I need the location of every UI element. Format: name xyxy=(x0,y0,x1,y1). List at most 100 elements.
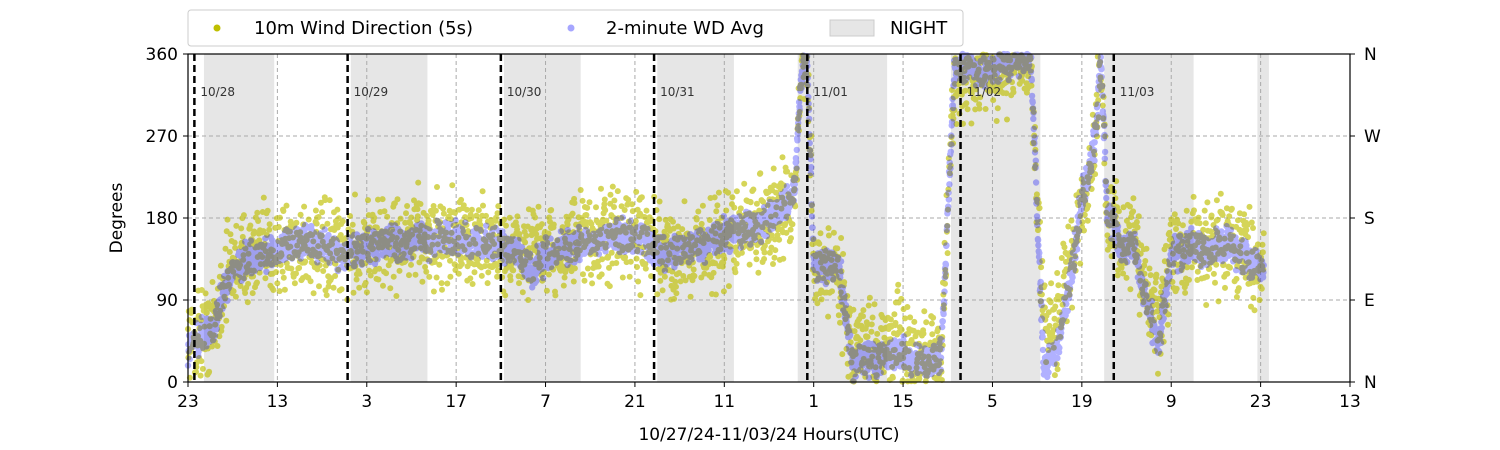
data-point xyxy=(1166,229,1173,236)
data-point xyxy=(632,222,639,229)
data-point xyxy=(838,235,845,241)
data-point xyxy=(448,229,455,236)
data-point xyxy=(1222,284,1228,291)
data-point xyxy=(670,218,676,225)
data-point xyxy=(1235,217,1241,224)
data-point xyxy=(719,237,726,244)
data-point xyxy=(570,278,577,285)
data-point xyxy=(223,317,230,324)
data-point xyxy=(522,239,529,246)
data-point xyxy=(260,194,267,201)
data-point xyxy=(329,255,336,262)
data-point xyxy=(578,232,585,238)
data-point xyxy=(1204,273,1210,280)
data-point xyxy=(358,243,365,250)
data-point xyxy=(414,206,421,213)
data-point xyxy=(350,289,357,296)
data-point xyxy=(330,284,337,291)
data-point xyxy=(352,191,358,198)
data-point xyxy=(753,249,760,256)
data-point xyxy=(338,286,345,293)
data-point xyxy=(816,240,823,247)
data-point xyxy=(455,234,462,241)
data-point xyxy=(660,233,667,241)
data-point xyxy=(219,275,226,282)
data-point xyxy=(435,220,443,227)
data-point xyxy=(316,262,323,269)
data-point xyxy=(518,244,526,251)
data-point xyxy=(429,241,436,248)
data-point xyxy=(632,218,639,225)
data-point xyxy=(625,196,632,203)
data-point xyxy=(515,236,522,244)
data-point xyxy=(603,217,610,224)
data-point xyxy=(198,358,205,365)
data-point xyxy=(422,248,429,255)
data-point xyxy=(393,240,399,247)
data-point xyxy=(307,278,314,285)
data-point xyxy=(561,245,568,252)
data-point xyxy=(898,326,905,333)
data-point xyxy=(1186,276,1192,283)
data-point xyxy=(606,222,613,229)
data-point xyxy=(240,275,247,282)
data-point xyxy=(275,224,282,230)
data-point xyxy=(316,250,323,257)
data-point xyxy=(637,292,644,299)
data-point xyxy=(681,198,688,205)
data-point xyxy=(444,280,451,287)
data-point xyxy=(796,106,803,113)
data-point xyxy=(681,236,688,243)
data-point xyxy=(634,264,640,270)
data-point xyxy=(622,229,629,236)
data-point xyxy=(410,253,417,259)
data-point xyxy=(468,206,475,213)
data-point xyxy=(543,287,550,294)
data-point xyxy=(471,269,478,276)
data-point xyxy=(519,274,526,281)
data-point xyxy=(310,238,317,245)
data-point xyxy=(874,330,881,337)
data-point xyxy=(676,270,683,276)
data-point xyxy=(222,295,229,302)
data-point xyxy=(250,267,257,274)
data-point xyxy=(250,273,257,280)
data-point xyxy=(1224,270,1231,277)
data-point xyxy=(829,288,835,295)
data-point xyxy=(539,274,547,282)
data-point xyxy=(1228,205,1235,212)
data-point xyxy=(362,260,369,267)
data-point xyxy=(400,250,407,257)
data-point xyxy=(857,337,864,344)
data-point xyxy=(717,221,724,228)
data-point xyxy=(891,311,898,318)
data-point xyxy=(560,229,567,236)
data-point xyxy=(217,262,224,269)
data-point xyxy=(283,202,290,209)
data-point xyxy=(478,228,485,234)
data-point xyxy=(540,269,547,275)
data-point xyxy=(1173,285,1180,292)
data-point xyxy=(482,237,489,244)
data-point xyxy=(259,254,266,260)
data-point xyxy=(297,229,304,236)
data-point xyxy=(321,226,328,233)
data-point xyxy=(335,266,342,273)
data-point xyxy=(656,216,663,223)
data-point xyxy=(523,232,530,239)
data-point xyxy=(408,214,415,221)
data-point xyxy=(695,208,702,215)
data-point xyxy=(1215,298,1222,305)
data-point xyxy=(574,251,581,258)
data-point xyxy=(525,297,532,303)
data-point xyxy=(494,267,501,274)
data-point xyxy=(277,261,284,268)
data-point xyxy=(892,319,899,326)
data-point xyxy=(1085,202,1092,209)
data-point xyxy=(593,204,599,211)
data-point xyxy=(434,184,440,190)
data-point xyxy=(209,279,216,285)
data-point xyxy=(263,268,270,275)
data-point xyxy=(394,196,401,203)
data-point xyxy=(404,203,411,209)
